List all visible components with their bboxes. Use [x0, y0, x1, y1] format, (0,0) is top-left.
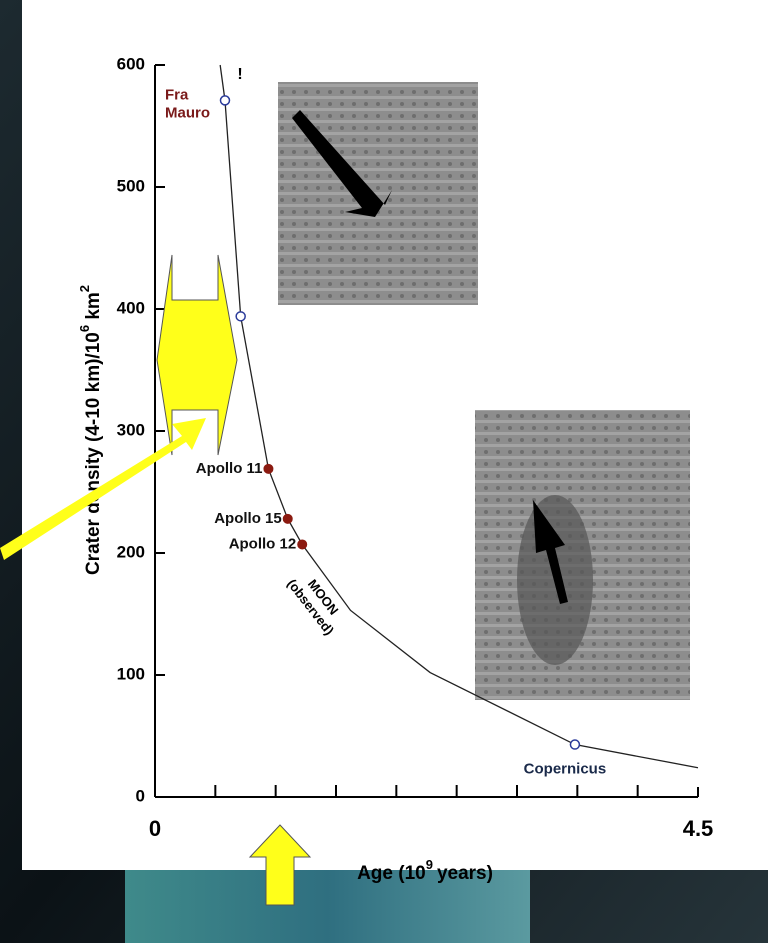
pointer-arrow: [0, 418, 206, 560]
point-label: Copernicus: [524, 761, 607, 778]
label-part: Age (10: [357, 863, 426, 884]
data-point: [297, 539, 308, 550]
y-tick-label: 200: [117, 542, 145, 561]
point-label: Apollo 11: [196, 460, 263, 477]
y-axis-label: Crater density (4-10 km)/106 km2: [77, 285, 104, 575]
x-tick-label: 0: [149, 816, 161, 841]
label-part: Crater density (4-10 km)/10: [83, 332, 104, 575]
point-label: Apollo 12: [229, 535, 297, 552]
mark-text: !: [237, 66, 242, 83]
label-line: Mauro: [165, 104, 210, 121]
label-line: Apollo 11: [196, 460, 263, 477]
range-arrow: [156, 254, 238, 456]
y-tick-label: 600: [117, 54, 145, 73]
label-part: 2: [77, 285, 92, 292]
y-tick-label: 300: [117, 420, 145, 439]
label-part: 9: [426, 857, 433, 872]
data-point: [235, 311, 246, 322]
photo-arrow: [292, 110, 392, 217]
label-line: Apollo 12: [229, 535, 297, 552]
x-axis-label: Age (109 years): [357, 857, 493, 884]
up-arrow: [248, 824, 312, 906]
earth-image: [125, 870, 530, 943]
data-point: [282, 513, 293, 524]
x-tick-label: 4.5: [683, 816, 714, 841]
y-tick-label: 0: [136, 786, 145, 805]
plot: 0 100 200 300 400 500 600 0 4.5 Age (109 years) Cra…: [77, 54, 713, 884]
label-part: years): [437, 863, 493, 884]
y-tick-label: 500: [117, 176, 145, 195]
label-part: km: [83, 292, 104, 325]
point-label: Apollo 15: [214, 510, 282, 527]
label-line: Fra: [165, 86, 189, 103]
label-part: 6: [77, 325, 92, 332]
fra-mauro-photo: [278, 82, 478, 305]
curve: [219, 64, 699, 769]
y-tick-label: 400: [117, 298, 145, 317]
data-point: [219, 95, 231, 106]
point-label: Fra Mauro: [165, 86, 210, 121]
photo-arrow: [533, 500, 568, 604]
label-line: Copernicus: [524, 761, 607, 778]
data-point: [263, 463, 274, 474]
label-line: Apollo 15: [214, 510, 282, 527]
data-point: [569, 739, 581, 750]
y-tick-label: 100: [117, 664, 145, 683]
